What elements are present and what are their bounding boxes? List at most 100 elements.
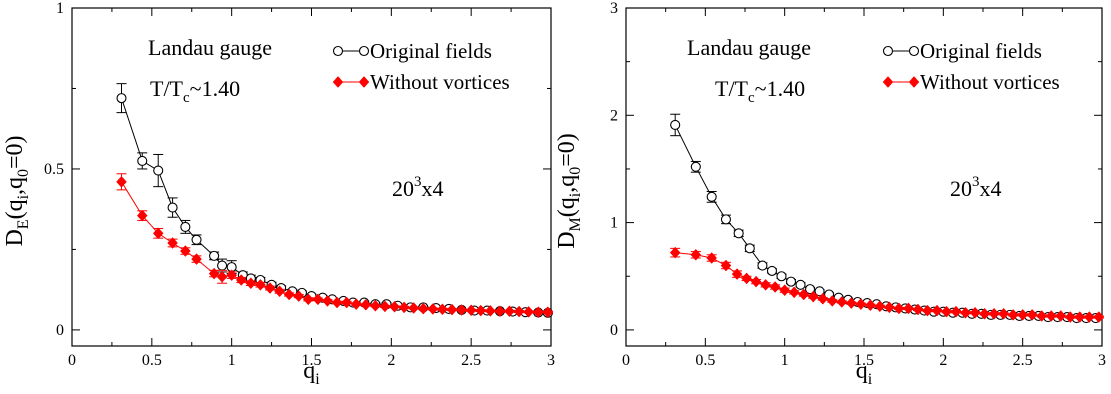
series-without-vortices <box>116 173 554 319</box>
legend-entry: Without vortices <box>882 70 1060 94</box>
legend-marker <box>882 76 894 88</box>
data-point <box>785 276 797 287</box>
data-point <box>706 191 717 202</box>
data-point <box>264 282 276 294</box>
data-point <box>513 305 525 318</box>
data-point <box>322 295 333 307</box>
x-tick-label: 2 <box>939 352 947 369</box>
x-tick-label: 2.5 <box>461 352 481 369</box>
data-point <box>136 209 148 222</box>
data-point <box>152 227 164 240</box>
legend-entry: Original fields <box>332 39 492 63</box>
data-point <box>922 304 933 317</box>
legend-label: Without vortices <box>920 70 1060 94</box>
x-tick-label: 1.5 <box>302 352 322 369</box>
data-point <box>988 307 1000 320</box>
data-point <box>245 277 257 290</box>
data-point <box>427 303 439 315</box>
data-point <box>191 234 202 245</box>
x-tick-label: 0.5 <box>142 352 162 369</box>
data-point <box>137 155 148 166</box>
data-point <box>814 286 825 297</box>
data-point <box>776 271 787 282</box>
series-line <box>674 124 1096 319</box>
data-point <box>1007 309 1019 321</box>
data-point <box>741 272 752 285</box>
data-point <box>979 307 990 320</box>
data-point <box>757 260 768 271</box>
data-point <box>798 288 810 301</box>
legend-label: Without vortices <box>370 70 510 94</box>
data-point <box>690 248 702 261</box>
data-point <box>1083 311 1095 323</box>
data-point <box>760 278 771 291</box>
y-tick-label: 0.5 <box>44 161 64 178</box>
x-tick-label: 1 <box>228 352 236 369</box>
data-point <box>805 284 816 295</box>
data-point <box>208 267 220 280</box>
data-point <box>874 300 886 313</box>
data-point <box>884 301 895 314</box>
data-point <box>167 237 178 249</box>
legend-marker <box>358 76 370 88</box>
legend-marker <box>882 45 894 57</box>
data-point <box>720 259 732 272</box>
data-point <box>845 297 857 309</box>
data-point <box>504 305 515 318</box>
data-point <box>807 290 819 303</box>
legend-entry: Original fields <box>882 39 1042 63</box>
data-point <box>950 305 962 318</box>
data-point <box>733 228 744 239</box>
y-tick-label: 2 <box>610 107 618 124</box>
lattice-annotation: 203x4 <box>392 174 444 201</box>
data-point <box>350 298 362 311</box>
legend-marker <box>908 76 920 88</box>
y-tick-label: 3 <box>610 0 618 17</box>
series-original-fields <box>670 113 1101 324</box>
gauge-annotation: Landau gauge <box>687 35 811 60</box>
data-point <box>826 295 838 307</box>
data-point <box>484 305 496 317</box>
legend-label: Original fields <box>920 39 1042 63</box>
data-point <box>494 305 506 318</box>
data-point <box>523 306 534 318</box>
series-original-fields <box>116 83 553 318</box>
legend-marker <box>908 45 920 57</box>
data-point <box>912 303 924 316</box>
data-point <box>1036 310 1048 322</box>
data-point <box>274 285 285 298</box>
y-tick-label: 0 <box>56 322 64 339</box>
legend-marker <box>358 45 370 57</box>
data-point <box>836 296 848 308</box>
data-point <box>542 306 554 319</box>
data-point <box>167 202 178 213</box>
data-point <box>153 165 164 176</box>
legend-label: Original fields <box>370 39 492 63</box>
data-point <box>446 303 458 316</box>
data-point <box>293 290 305 302</box>
data-point <box>1093 311 1105 323</box>
x-tick-label: 0.5 <box>695 352 715 369</box>
data-point <box>941 305 952 318</box>
x-tick-label: 2.5 <box>1013 352 1033 369</box>
y-tick-label: 1 <box>610 215 618 232</box>
x-axis-title: qi <box>856 358 873 388</box>
data-point <box>706 252 718 264</box>
data-point <box>217 260 228 271</box>
data-point <box>690 161 701 172</box>
data-point <box>398 301 410 314</box>
legend-marker <box>332 45 344 57</box>
y-tick-label: 0 <box>610 322 618 339</box>
y-tick-label: 1 <box>56 0 64 17</box>
data-point <box>370 299 381 312</box>
data-point <box>855 298 867 311</box>
data-point <box>191 253 202 265</box>
data-point <box>769 281 781 293</box>
series-without-vortices <box>669 246 1105 323</box>
data-point <box>817 292 829 305</box>
data-point <box>116 93 127 104</box>
chart-panel-2: 0 0.5 1 1.5 2 2.5 3 0 1 2 3 qi DM(qi,q0=0) Landau gau… <box>554 0 1106 388</box>
data-point <box>893 302 905 315</box>
y-axis-title: DM(qi,q0=0) <box>554 133 584 249</box>
